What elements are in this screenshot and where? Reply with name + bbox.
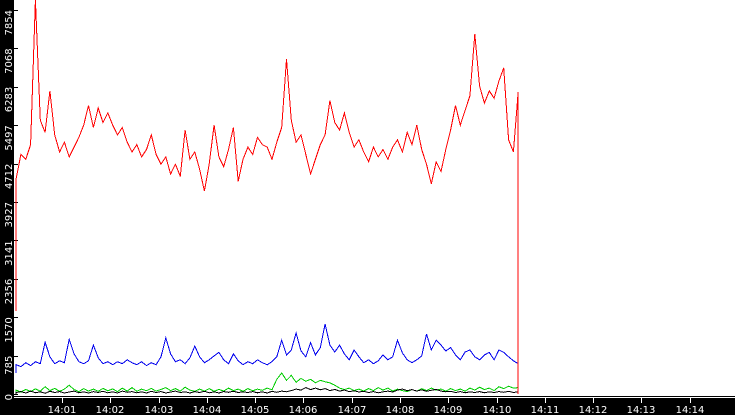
x-axis-tick [545, 398, 546, 403]
y-axis-labels: 0 785 1570 2356 3141 3927 4712 5497 6283 7068 7854 [4, 10, 15, 400]
x-axis-label: 14:12 [579, 405, 608, 415]
y-axis-label: 4712 [4, 164, 15, 189]
x-axis-tick [303, 398, 304, 403]
y-axis-tick [14, 87, 18, 88]
x-axis-label: 14:06 [289, 405, 318, 415]
y-axis-label: 785 [4, 356, 15, 375]
y-axis-label: 7068 [4, 48, 15, 73]
y-axis-label: 6283 [4, 87, 15, 112]
x-axis-label: 14:08 [386, 405, 415, 415]
x-axis-tick [159, 398, 160, 403]
x-axis-strip [0, 398, 735, 415]
y-axis-label: 1570 [4, 317, 15, 342]
x-axis-label: 14:03 [145, 405, 174, 415]
series-lines [15, 0, 519, 394]
y-axis-tick [14, 48, 18, 49]
x-axis-tick [497, 398, 498, 403]
y-axis-label: 3927 [4, 202, 15, 227]
y-axis-label: 7854 [4, 10, 15, 35]
y-axis-strip [0, 0, 14, 398]
y-axis-label: 2356 [4, 279, 15, 304]
y-axis-tick [14, 164, 18, 165]
red-series-line [15, 0, 519, 394]
x-axis-label: 14:11 [531, 405, 560, 415]
x-axis-label: 14:01 [48, 405, 77, 415]
x-axis-label: 14:14 [676, 405, 705, 415]
y-axis-tick [14, 356, 18, 357]
x-axis-tick [62, 398, 63, 403]
y-axis-tick [14, 394, 18, 395]
x-axis-tick [255, 398, 256, 403]
x-axis-label: 14:04 [193, 405, 222, 415]
y-axis-tick [14, 125, 18, 126]
x-axis-tick [207, 398, 208, 403]
y-axis-label: 0 [4, 394, 15, 400]
x-axis-tick [593, 398, 594, 403]
x-axis-label: 14:02 [96, 405, 125, 415]
y-axis-label: 5497 [4, 125, 15, 150]
x-axis-tick [352, 398, 353, 403]
y-axis-tick [14, 317, 18, 318]
x-axis-tick [448, 398, 449, 403]
y-axis-label: 3141 [4, 240, 15, 265]
x-axis-labels: 14:01 14:02 14:03 14:04 14:05 14:06 14:07 14:08… [48, 405, 705, 415]
y-axis-tick [14, 10, 18, 11]
x-axis-tick [690, 398, 691, 403]
x-axis-label: 14:09 [434, 405, 463, 415]
x-axis-label: 14:07 [338, 405, 367, 415]
x-axis-ticks [62, 398, 691, 403]
x-axis-tick [400, 398, 401, 403]
x-axis-label: 14:13 [627, 405, 656, 415]
blue-series-line [15, 323, 519, 394]
x-axis-label: 14:05 [241, 405, 270, 415]
x-axis-label: 14:10 [483, 405, 512, 415]
black-series-line [15, 387, 519, 394]
x-axis-tick [110, 398, 111, 403]
x-axis-tick [641, 398, 642, 403]
